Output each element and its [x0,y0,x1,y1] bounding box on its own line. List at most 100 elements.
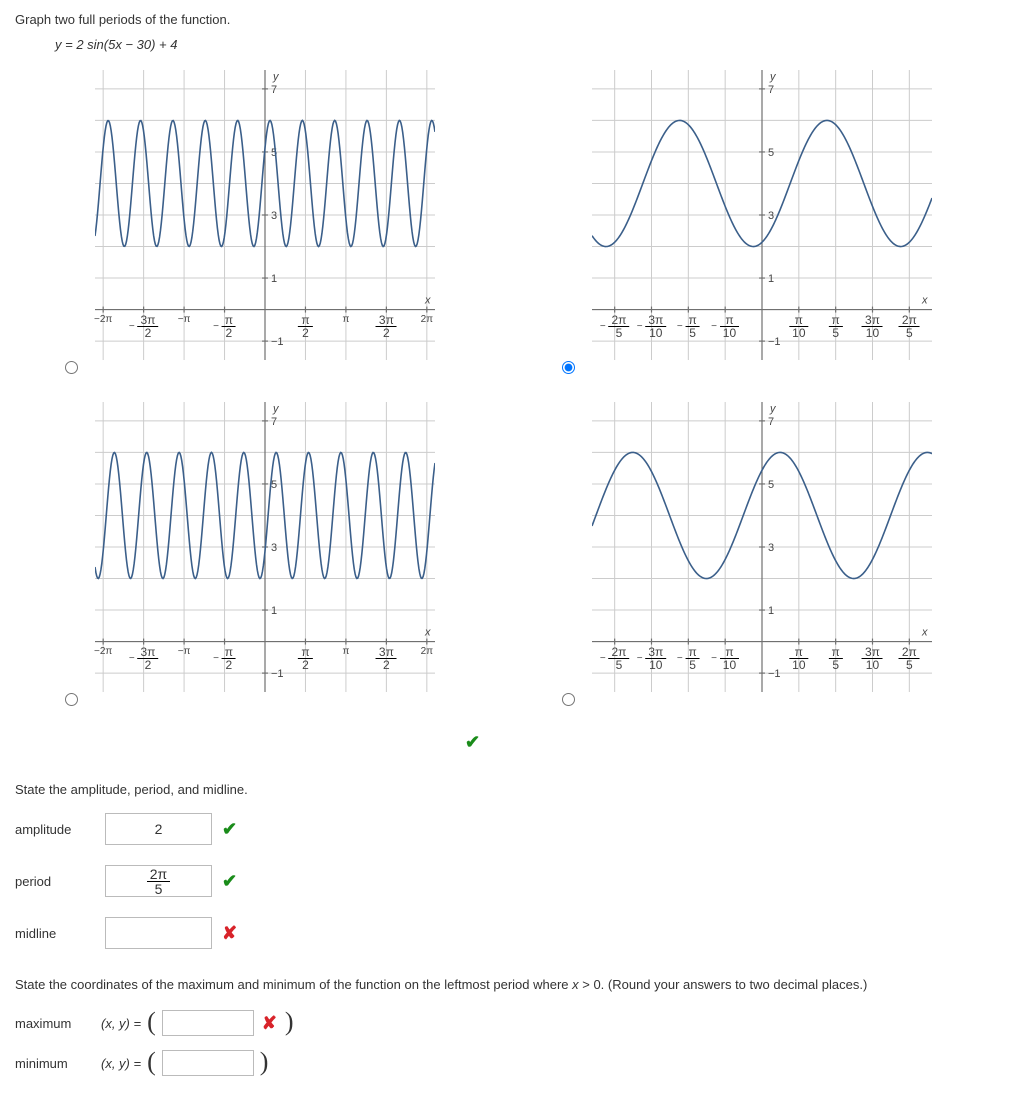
graph-radio[interactable] [562,693,575,706]
svg-text:x: x [921,627,928,639]
x-tick-label: π2 [298,646,312,671]
x-tick-label: − π10 [711,314,739,339]
x-tick-label: − π5 [677,314,700,339]
check-icon: ✔ [222,871,237,892]
graph-radio[interactable] [562,361,575,374]
svg-text:5: 5 [271,479,277,491]
period-fraction: 2π 5 [147,867,170,896]
period-frac-num: 2π [147,867,170,882]
svg-text:1: 1 [271,273,277,285]
x-tick-label: 2π [421,646,433,657]
x-tick-label: −2π [94,646,112,657]
svg-text:−1: −1 [768,336,781,348]
state-header: State the amplitude, period, and midline… [15,782,1009,797]
maximum-input[interactable] [162,1010,254,1036]
x-tick-label: 2π5 [899,314,920,339]
x-tick-label: 3π10 [862,314,883,339]
svg-text:−1: −1 [768,668,781,680]
svg-text:3: 3 [768,542,774,554]
svg-text:3: 3 [768,210,774,222]
x-tick-label: − 3π10 [637,314,667,339]
graph-radio[interactable] [65,693,78,706]
coord-prompt-pre: State the coordinates of the maximum and… [15,977,572,992]
x-tick-label: − 2π5 [600,314,630,339]
x-tick-label: π10 [789,646,808,671]
amplitude-label: amplitude [15,822,95,837]
x-tick-label: − 3π10 [637,646,667,671]
x-tick-label: − 3π2 [129,646,159,671]
check-icon: ✔ [222,819,237,840]
equation: y = 2 sin(5x − 30) + 4 [55,37,1009,52]
midline-row: midline ✘ [15,915,1009,951]
maximum-row: maximum (x, y) = ( ✘ ) [15,1008,1009,1038]
period-row: period 2π 5 ✔ [15,863,1009,899]
x-tick-label: −π [178,646,191,657]
graph-option: −11357yx− 2π5− 3π10− π5− π10π10π53π102π5 [552,402,1009,714]
close-paren-icon: ) [260,1047,269,1077]
svg-text:5: 5 [768,147,774,159]
svg-text:x: x [921,295,928,307]
prompt-text: Graph two full periods of the function. [15,12,1009,27]
x-tick-label: π5 [829,314,843,339]
midline-label: midline [15,926,95,941]
svg-text:x: x [424,295,431,307]
graph-option: −11357yx−2π− 3π2−π− π2π2π3π22π [55,402,512,714]
minimum-prefix: (x, y) = [101,1056,141,1071]
x-tick-label: − π2 [213,646,236,671]
close-paren-icon: ) [285,1007,294,1037]
eq-post: − 30) + 4 [122,37,178,52]
period-frac-den: 5 [147,882,170,896]
x-tick-label: 3π2 [376,314,397,339]
svg-text:1: 1 [768,605,774,617]
graph-radio[interactable] [65,361,78,374]
x-tick-label: π [342,646,349,657]
svg-text:7: 7 [271,416,277,428]
x-icon: ✘ [262,1013,277,1034]
graph-option: −11357yx−2π− 3π2−π− π2π2π3π22π [55,70,512,382]
svg-text:3: 3 [271,210,277,222]
amplitude-input[interactable]: 2 [105,813,212,845]
x-icon: ✘ [222,923,237,944]
x-tick-label: π2 [298,314,312,339]
svg-text:y: y [769,71,777,83]
x-tick-label: −π [178,314,191,325]
x-tick-label: −2π [94,314,112,325]
selection-mark-row: ✔ [77,732,1009,752]
period-label: period [15,874,95,889]
svg-text:1: 1 [768,273,774,285]
svg-text:7: 7 [271,84,277,96]
midline-input[interactable] [105,917,212,949]
svg-text:−1: −1 [271,336,284,348]
svg-text:7: 7 [768,416,774,428]
open-paren-icon: ( [147,1007,156,1037]
coord-prompt-post: > 0. (Round your answers to two decimal … [579,977,868,992]
eq-pre: y = 2 sin(5 [55,37,115,52]
minimum-label: minimum [15,1056,95,1071]
svg-text:y: y [272,403,280,415]
x-tick-label: 2π5 [899,646,920,671]
x-tick-label: 2π [421,314,433,325]
svg-text:y: y [272,71,280,83]
x-tick-label: 3π2 [376,646,397,671]
x-tick-label: 3π10 [862,646,883,671]
period-input[interactable]: 2π 5 [105,865,212,897]
svg-text:7: 7 [768,84,774,96]
x-tick-label: π10 [789,314,808,339]
svg-text:3: 3 [271,542,277,554]
x-tick-label: − π5 [677,646,700,671]
amplitude-row: amplitude 2 ✔ [15,811,1009,847]
x-tick-label: π5 [829,646,843,671]
x-tick-label: − π2 [213,314,236,339]
x-tick-label: − 2π5 [600,646,630,671]
x-tick-label: − 3π2 [129,314,159,339]
svg-text:−1: −1 [271,668,284,680]
open-paren-icon: ( [147,1047,156,1077]
graph-option: −1 1 3 5 7y x − 2π5 − 3π10 − π5 − π10 π10 π5 3π10 2π5 [552,70,1009,382]
graph-choice-grid: −11357yx−2π− 3π2−π− π2π2π3π22π−11357yx− … [55,70,1009,714]
minimum-row: minimum (x, y) = ( ) [15,1048,1009,1078]
maximum-prefix: (x, y) = [101,1016,141,1031]
minimum-input[interactable] [162,1050,254,1076]
x-tick-label: − π10 [711,646,739,671]
svg-text:5: 5 [768,479,774,491]
x-tick-label: π [342,314,349,325]
